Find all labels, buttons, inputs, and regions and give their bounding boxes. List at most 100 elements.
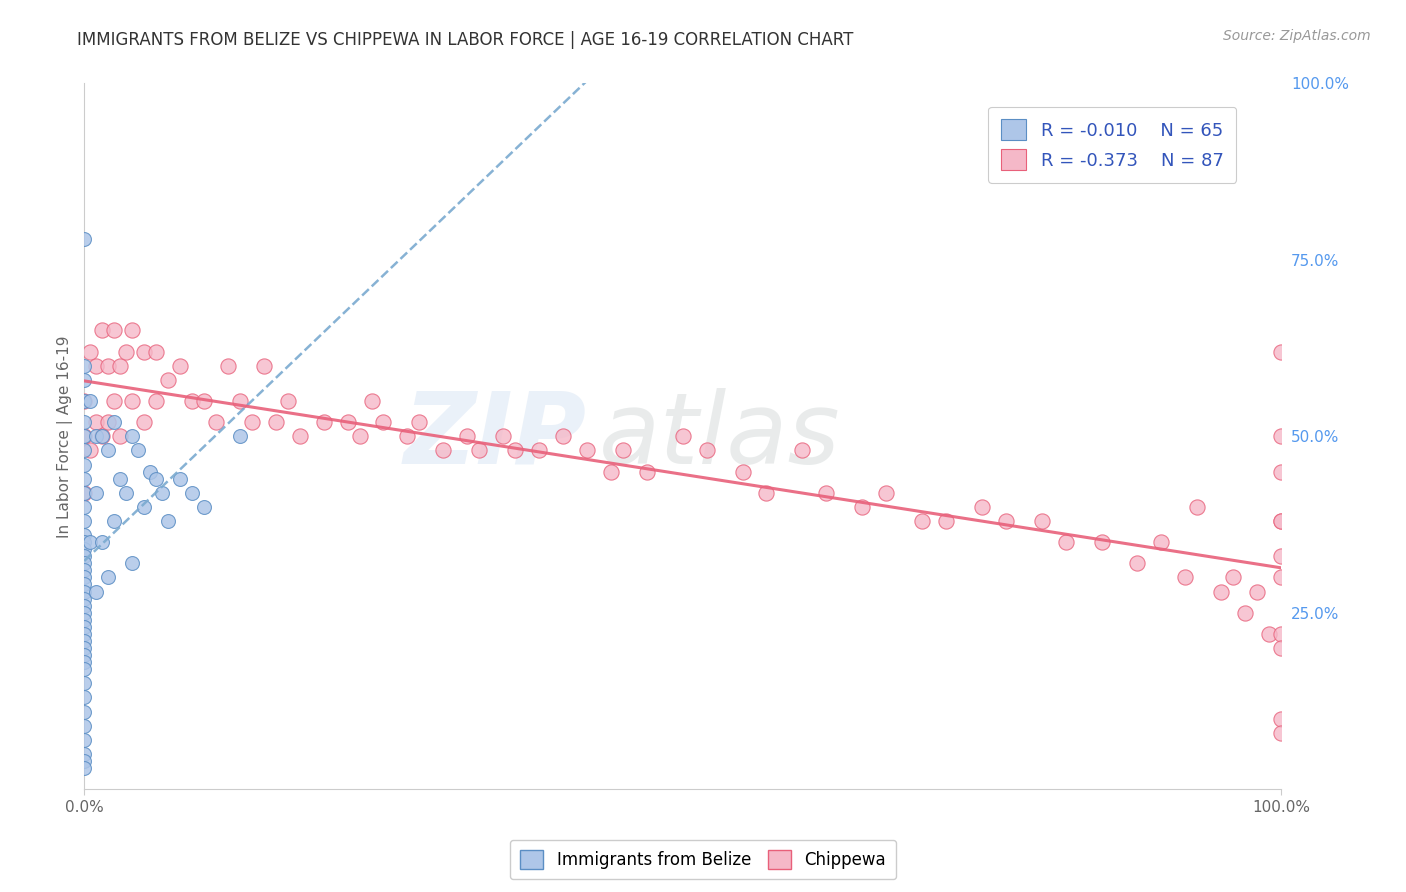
- Point: [1270, 465, 1292, 479]
- Point: [73, 500, 96, 514]
- Point: [1031, 514, 1053, 528]
- Point: [134, 415, 156, 429]
- Point: [612, 443, 634, 458]
- Point: [150, 485, 173, 500]
- Point: [157, 514, 180, 528]
- Point: [360, 394, 382, 409]
- Point: [970, 500, 993, 514]
- Point: [79, 344, 101, 359]
- Point: [73, 705, 96, 719]
- Point: [1174, 570, 1197, 584]
- Point: [115, 344, 138, 359]
- Point: [97, 415, 120, 429]
- Point: [73, 606, 96, 620]
- Legend: Immigrants from Belize, Chippewa: Immigrants from Belize, Chippewa: [510, 840, 896, 880]
- Point: [73, 747, 96, 761]
- Point: [696, 443, 718, 458]
- Point: [97, 359, 120, 373]
- Point: [73, 485, 96, 500]
- Point: [1090, 535, 1112, 549]
- Point: [73, 662, 96, 676]
- Point: [911, 514, 934, 528]
- Point: [1270, 549, 1292, 564]
- Point: [73, 761, 96, 775]
- Point: [134, 344, 156, 359]
- Point: [73, 514, 96, 528]
- Point: [193, 394, 215, 409]
- Point: [527, 443, 550, 458]
- Point: [1211, 584, 1233, 599]
- Point: [1270, 429, 1292, 443]
- Point: [181, 485, 204, 500]
- Text: Source: ZipAtlas.com: Source: ZipAtlas.com: [1223, 29, 1371, 43]
- Point: [73, 640, 96, 655]
- Point: [139, 465, 162, 479]
- Point: [731, 465, 754, 479]
- Point: [91, 323, 114, 337]
- Point: [84, 584, 107, 599]
- Point: [73, 676, 96, 690]
- Point: [73, 599, 96, 613]
- Point: [994, 514, 1017, 528]
- Point: [1054, 535, 1077, 549]
- Point: [875, 485, 897, 500]
- Point: [193, 500, 215, 514]
- Point: [73, 429, 96, 443]
- Text: IMMIGRANTS FROM BELIZE VS CHIPPEWA IN LABOR FORCE | AGE 16-19 CORRELATION CHART: IMMIGRANTS FROM BELIZE VS CHIPPEWA IN LA…: [77, 31, 853, 49]
- Point: [115, 485, 138, 500]
- Point: [145, 472, 167, 486]
- Point: [73, 232, 96, 246]
- Point: [373, 415, 395, 429]
- Point: [84, 415, 107, 429]
- Point: [97, 443, 120, 458]
- Point: [108, 429, 131, 443]
- Point: [73, 542, 96, 557]
- Point: [336, 415, 359, 429]
- Point: [127, 443, 149, 458]
- Point: [108, 359, 131, 373]
- Point: [169, 472, 191, 486]
- Point: [73, 584, 96, 599]
- Point: [755, 485, 778, 500]
- Point: [73, 655, 96, 669]
- Legend: R = -0.010    N = 65, R = -0.373    N = 87: R = -0.010 N = 65, R = -0.373 N = 87: [988, 106, 1236, 183]
- Point: [145, 344, 167, 359]
- Point: [432, 443, 454, 458]
- Point: [73, 577, 96, 591]
- Point: [84, 359, 107, 373]
- Point: [73, 613, 96, 627]
- Point: [1150, 535, 1173, 549]
- Point: [79, 394, 101, 409]
- Point: [792, 443, 814, 458]
- Point: [84, 429, 107, 443]
- Point: [1258, 627, 1281, 641]
- Point: [73, 394, 96, 409]
- Point: [1270, 570, 1292, 584]
- Point: [121, 323, 143, 337]
- Point: [103, 394, 125, 409]
- Point: [103, 415, 125, 429]
- Point: [349, 429, 371, 443]
- Point: [121, 557, 143, 571]
- Point: [240, 415, 263, 429]
- Point: [672, 429, 695, 443]
- Point: [575, 443, 598, 458]
- Point: [73, 690, 96, 705]
- Point: [217, 359, 239, 373]
- Point: [79, 535, 101, 549]
- Point: [73, 443, 96, 458]
- Point: [73, 563, 96, 577]
- Point: [73, 732, 96, 747]
- Point: [1270, 514, 1292, 528]
- Point: [91, 429, 114, 443]
- Point: [551, 429, 574, 443]
- Point: [1234, 606, 1257, 620]
- Point: [312, 415, 335, 429]
- Point: [134, 500, 156, 514]
- Point: [145, 394, 167, 409]
- Point: [108, 472, 131, 486]
- Point: [73, 754, 96, 768]
- Point: [408, 415, 430, 429]
- Point: [181, 394, 204, 409]
- Point: [1270, 514, 1292, 528]
